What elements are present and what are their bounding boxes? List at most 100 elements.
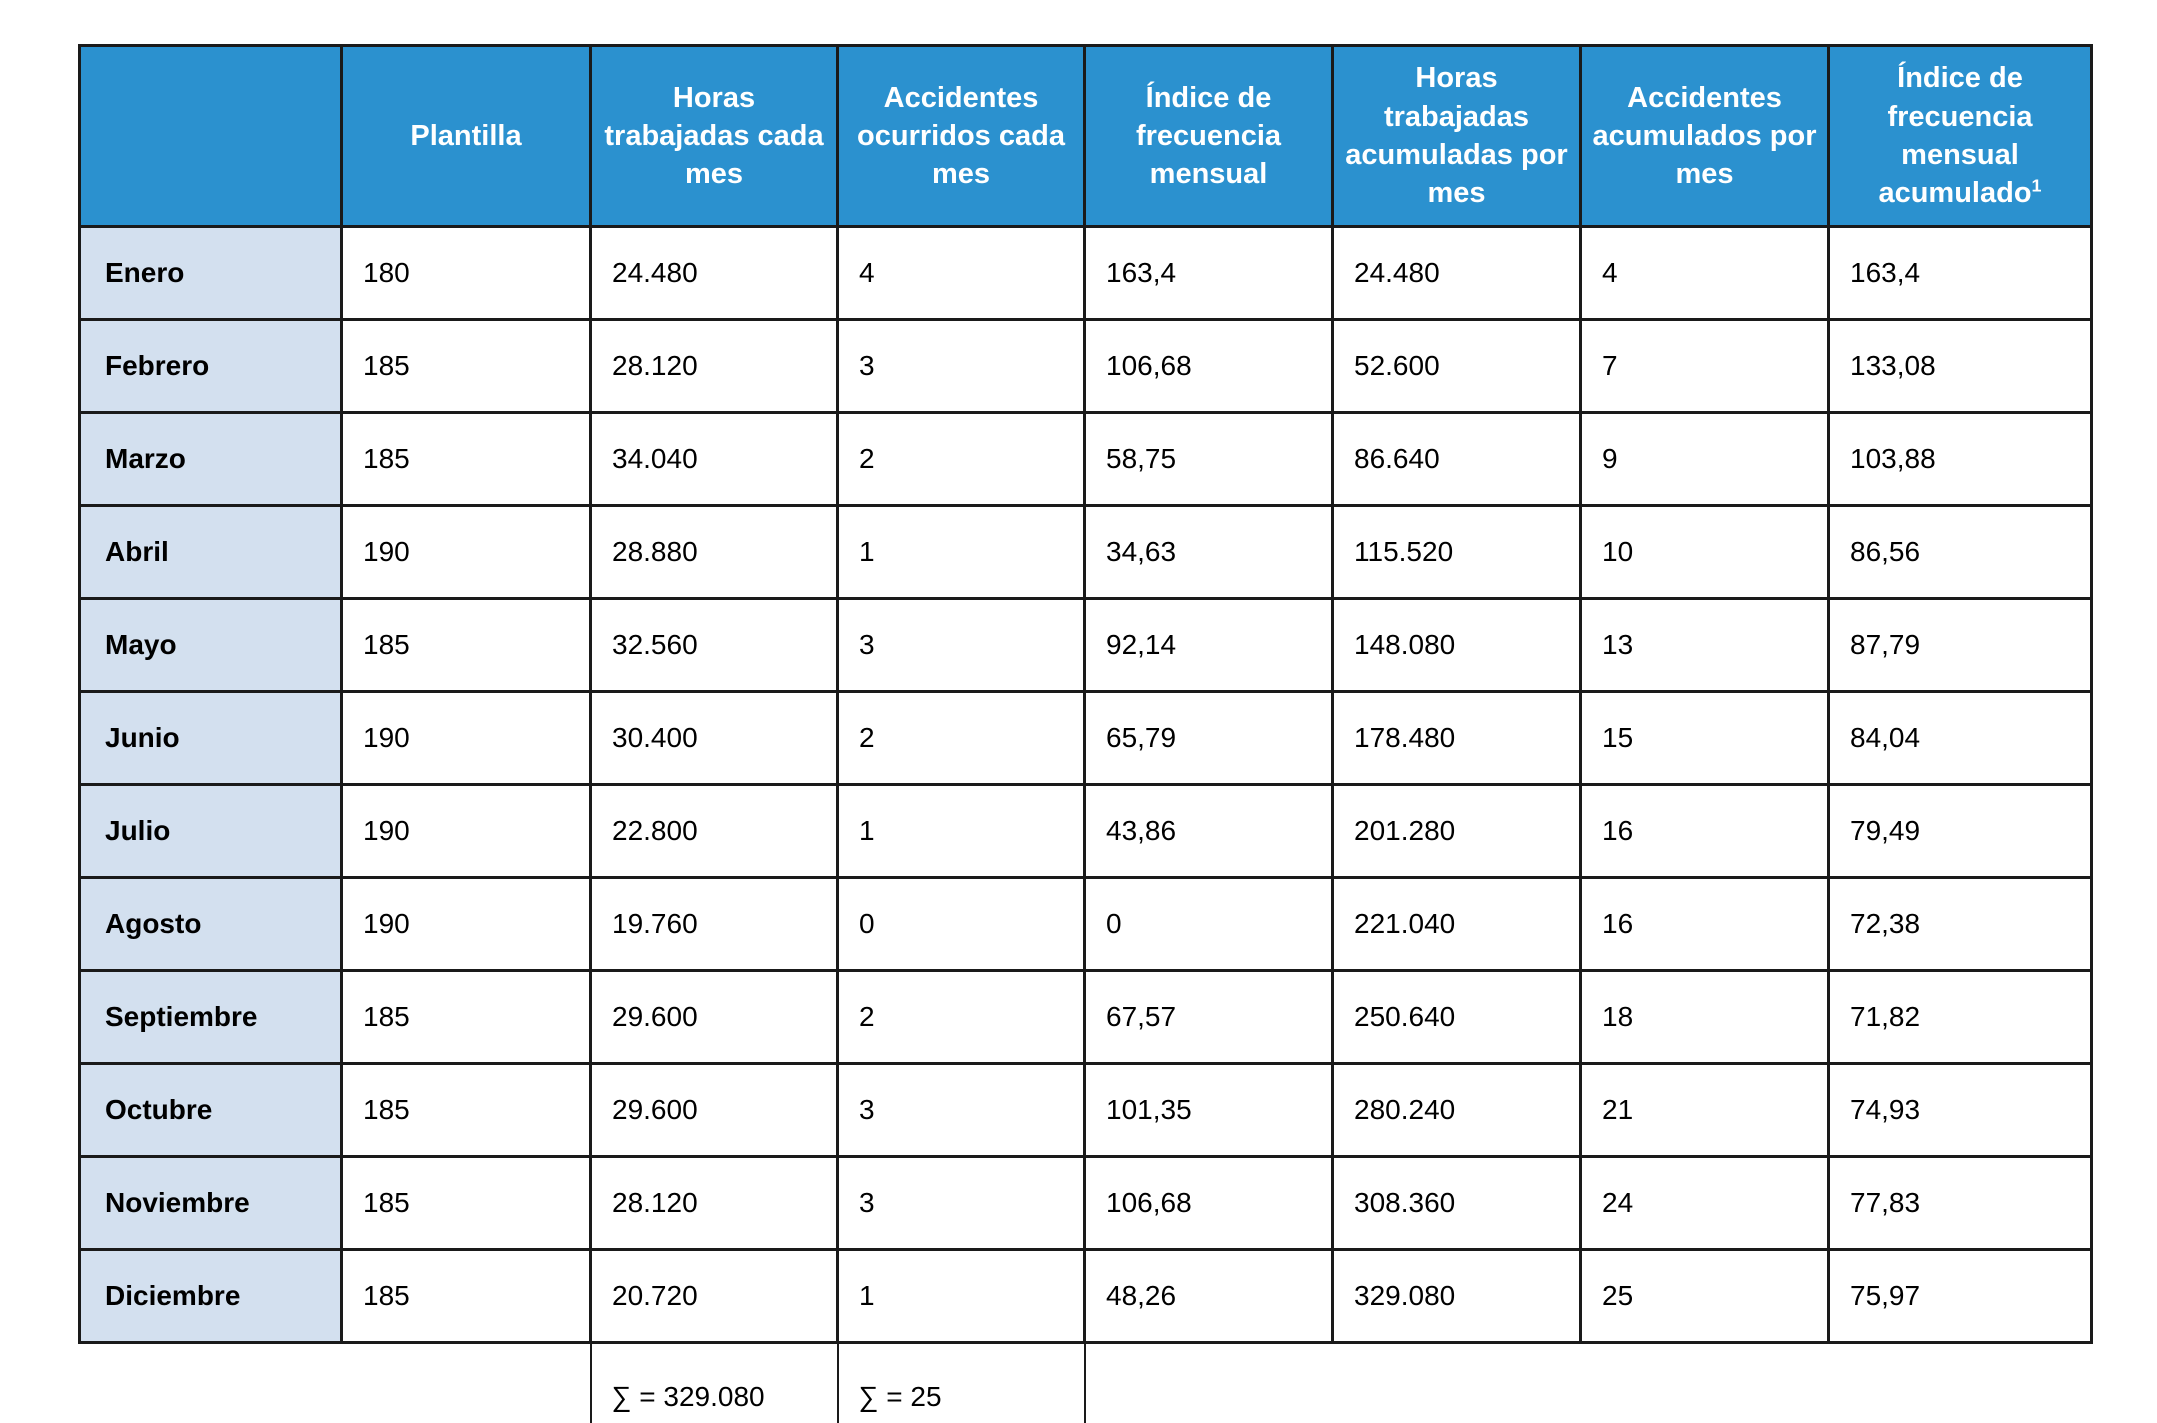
value-cell: 21 [1579,1062,1830,1158]
value-cell: 43,86 [1083,783,1334,879]
month-cell: Mayo [78,597,343,693]
table-row: Abril 190 28.880 1 34,63 115.520 10 86,56 [78,504,2093,600]
value-cell: 34.040 [589,411,839,507]
value-cell: 13 [1579,597,1830,693]
table-row: Agosto 190 19.760 0 0 221.040 16 72,38 [78,876,2093,972]
table-body: Enero 180 24.480 4 163,4 24.480 4 163,4 Febrero 1… [78,225,2093,1344]
value-cell: 101,35 [1083,1062,1334,1158]
value-cell: 79,49 [1827,783,2093,879]
sum-accidentes-cell: ∑ = 25 [836,1341,1086,1423]
value-cell: 106,68 [1083,318,1334,414]
value-cell: 15 [1579,690,1830,786]
value-cell: 30.400 [589,690,839,786]
value-cell: 77,83 [1827,1155,2093,1251]
value-cell: 92,14 [1083,597,1334,693]
month-cell: Marzo [78,411,343,507]
value-cell: 185 [340,969,592,1065]
ghost-cell [1829,1343,2092,1423]
value-cell: 3 [836,318,1086,414]
value-cell: 3 [836,1062,1086,1158]
value-cell: 185 [340,1155,592,1251]
value-cell: 34,63 [1083,504,1334,600]
column-header-plantilla: Plantilla [340,44,592,228]
month-cell: Junio [78,690,343,786]
value-cell: 3 [836,597,1086,693]
value-cell: 4 [836,225,1086,321]
value-cell: 190 [340,504,592,600]
value-cell: 133,08 [1827,318,2093,414]
value-cell: 28.120 [589,318,839,414]
value-cell: 25 [1579,1248,1830,1344]
value-cell: 65,79 [1083,690,1334,786]
value-cell: 185 [340,411,592,507]
value-cell: 75,97 [1827,1248,2093,1344]
table-header-row: Plantilla Horas trabajadas cada mes Acci… [78,44,2093,228]
value-cell: 2 [836,969,1086,1065]
value-cell: 106,68 [1083,1155,1334,1251]
value-cell: 7 [1579,318,1830,414]
ghost-cell [1581,1343,1829,1423]
value-cell: 22.800 [589,783,839,879]
value-cell: 86.640 [1331,411,1582,507]
ghost-cell [1085,1343,1333,1423]
column-header-accidentes-mes: Accidentes ocurridos cada mes [836,44,1086,228]
value-cell: 19.760 [589,876,839,972]
frequency-index-table: Plantilla Horas trabajadas cada mes Acci… [78,44,2093,1423]
value-cell: 28.120 [589,1155,839,1251]
value-cell: 72,38 [1827,876,2093,972]
value-cell: 24.480 [589,225,839,321]
ghost-cell [342,1343,591,1423]
month-cell: Octubre [78,1062,343,1158]
value-cell: 48,26 [1083,1248,1334,1344]
value-cell: 308.360 [1331,1155,1582,1251]
value-cell: 1 [836,1248,1086,1344]
value-cell: 185 [340,318,592,414]
table-row: Marzo 185 34.040 2 58,75 86.640 9 103,88 [78,411,2093,507]
value-cell: 10 [1579,504,1830,600]
value-cell: 4 [1579,225,1830,321]
value-cell: 190 [340,690,592,786]
value-cell: 87,79 [1827,597,2093,693]
value-cell: 163,4 [1827,225,2093,321]
value-cell: 58,75 [1083,411,1334,507]
month-cell: Julio [78,783,343,879]
value-cell: 201.280 [1331,783,1582,879]
value-cell: 2 [836,411,1086,507]
table-row: Octubre 185 29.600 3 101,35 280.240 21 74,93 [78,1062,2093,1158]
column-header-horas-mes: Horas trabajadas cada mes [589,44,839,228]
value-cell: 71,82 [1827,969,2093,1065]
column-header-month [78,44,343,228]
value-cell: 148.080 [1331,597,1582,693]
table-row: Noviembre 185 28.120 3 106,68 308.360 24 77,83 [78,1155,2093,1251]
value-cell: 86,56 [1827,504,2093,600]
ghost-cell [80,1343,342,1423]
value-cell: 280.240 [1331,1062,1582,1158]
column-header-label: Índice de frecuencia mensual acumulado [1878,62,2033,210]
footnote-marker: 1 [2031,175,2042,196]
column-header-indice-acumulado: Índice de frecuencia mensual acumulado1 [1827,44,2093,228]
table-row: Diciembre 185 20.720 1 48,26 329.080 25 75,97 [78,1248,2093,1344]
value-cell: 185 [340,1248,592,1344]
value-cell: 18 [1579,969,1830,1065]
value-cell: 163,4 [1083,225,1334,321]
month-cell: Diciembre [78,1248,343,1344]
table-row: Junio 190 30.400 2 65,79 178.480 15 84,04 [78,690,2093,786]
value-cell: 16 [1579,876,1830,972]
column-header-horas-acumuladas: Horas trabajadas acumuladas por mes [1331,44,1582,228]
value-cell: 28.880 [589,504,839,600]
value-cell: 29.600 [589,1062,839,1158]
column-header-accidentes-acumulados: Accidentes acumulados por mes [1579,44,1830,228]
value-cell: 190 [340,783,592,879]
value-cell: 178.480 [1331,690,1582,786]
value-cell: 2 [836,690,1086,786]
value-cell: 329.080 [1331,1248,1582,1344]
value-cell: 20.720 [589,1248,839,1344]
column-header-indice-mensual: Índice de frecuencia mensual [1083,44,1334,228]
month-cell: Febrero [78,318,343,414]
totals-row: ∑ = 329.080 ∑ = 25 [80,1341,2092,1423]
table-row: Septiembre 185 29.600 2 67,57 250.640 18 71,82 [78,969,2093,1065]
value-cell: 67,57 [1083,969,1334,1065]
month-cell: Agosto [78,876,343,972]
value-cell: 3 [836,1155,1086,1251]
table-row: Febrero 185 28.120 3 106,68 52.600 7 133,08 [78,318,2093,414]
